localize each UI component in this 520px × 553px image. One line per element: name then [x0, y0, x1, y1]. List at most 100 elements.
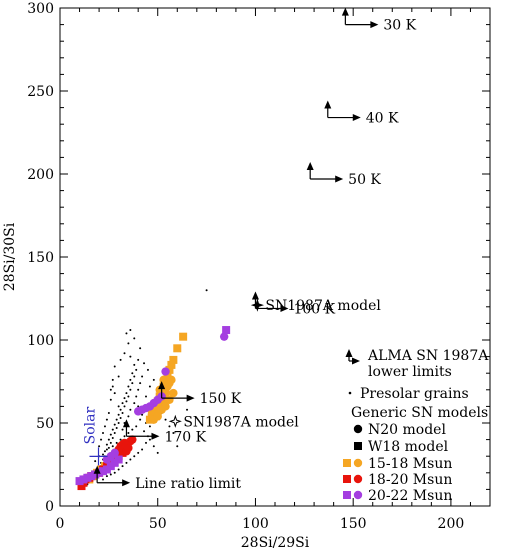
presolar-grain-point: [109, 441, 112, 444]
presolar-grain-point: [105, 418, 108, 421]
limit-label: 40 K: [366, 111, 399, 127]
presolar-grain-point: [119, 358, 122, 361]
legend-n20-swatch: [353, 490, 363, 500]
presolar-grain-point: [146, 368, 149, 371]
presolar-grain-point: [119, 438, 122, 441]
presolar-grain-point: [148, 385, 151, 388]
legend-generic-label: Generic SN models: [351, 405, 488, 421]
w18-model-point: [165, 365, 174, 374]
sn1987a-model-marker: [168, 414, 182, 428]
presolar-grain-point: [172, 431, 175, 434]
presolar-grain-point: [111, 445, 114, 448]
presolar-grain-point: [125, 400, 128, 403]
limit-label: 150 K: [200, 391, 242, 407]
legend-n20-label: N20 model: [368, 422, 446, 438]
presolar-grain-point: [98, 445, 101, 448]
presolar-grain-point: [111, 378, 114, 381]
arrow-head: [352, 114, 361, 122]
y-axis-label: 28Si/30Si: [2, 222, 18, 291]
x-tick-label: 200: [438, 516, 465, 532]
x-tick-label: 100: [242, 516, 269, 532]
x-tick-label: 150: [340, 516, 367, 532]
presolar-grain-point: [117, 468, 120, 471]
legend-w18-swatch: [343, 475, 351, 483]
arrow-head: [280, 304, 289, 312]
presolar-grain-point: [137, 405, 140, 408]
presolar-grain-point: [143, 362, 146, 365]
n20-model-point: [161, 367, 170, 376]
n20-model-point: [153, 412, 162, 421]
presolar-grain-point: [123, 397, 126, 400]
presolar-grain-point: [115, 441, 118, 444]
legend-w18-swatch: [343, 491, 351, 499]
limit-label: Line ratio limit: [135, 476, 241, 492]
w18-model-point: [222, 326, 231, 335]
presolar-grain-point: [129, 388, 132, 391]
presolar-grain-point: [205, 289, 208, 292]
presolar-grain-point: [113, 365, 116, 368]
presolar-grain-point: [105, 475, 108, 478]
presolar-grain-point: [133, 455, 136, 458]
n20-model-point: [219, 332, 229, 341]
legend-alma-label-2: lower limits: [368, 364, 452, 380]
presolar-grain-point: [152, 378, 155, 381]
legend-series-label: 18-20 Msun: [368, 472, 452, 488]
n20-model-point: [124, 443, 133, 453]
presolar-grain-point: [137, 388, 140, 391]
presolar-grain-point: [105, 448, 108, 451]
presolar-grain-point: [113, 392, 116, 395]
legend-presolar-marker: [348, 391, 352, 395]
presolar-grain-point: [103, 425, 106, 428]
annotations: SN1987A model SN1987A model Solar: [83, 298, 381, 466]
legend-n20-swatch: [353, 474, 363, 484]
sn1987a-model-label: SN1987A model: [183, 414, 299, 430]
arrow-head: [341, 7, 349, 16]
n20-model-point: [110, 448, 119, 458]
presolar-grain-point: [152, 445, 155, 448]
presolar-grain-point: [117, 375, 120, 378]
arrow-head: [122, 479, 131, 487]
presolar-grain-point: [105, 443, 108, 446]
presolar-grain-point: [123, 352, 126, 355]
presolar-grain-point: [145, 441, 147, 444]
limit-label: 50 K: [348, 172, 381, 188]
presolar-grain-point: [135, 425, 138, 428]
w18-model-point: [167, 360, 176, 369]
lower-limit-arrows: 30 K 40 K 50 K 100 K 150 K 170 K Line ratio li…: [93, 7, 417, 492]
presolar-grain-point: [133, 363, 136, 366]
presolar-grain-point: [107, 446, 110, 449]
legend-presolar-label: Presolar grains: [360, 386, 469, 402]
y-tick-label: 0: [45, 499, 54, 515]
presolar-grain-point: [137, 358, 140, 361]
arrow-head: [186, 394, 195, 402]
presolar-grain-point: [113, 423, 116, 426]
axis-ticks: 0 50 100 150 200 0 50 100 150 200 250 300: [27, 1, 490, 532]
arrow-head: [158, 381, 166, 390]
presolar-grain-point: [109, 473, 112, 476]
w18-model-point: [114, 455, 123, 464]
presolar-grain-point: [127, 415, 130, 418]
presolar-grain-point: [129, 329, 132, 332]
w18-model-point: [173, 344, 182, 353]
presolar-grain-point: [135, 368, 138, 371]
presolar-grain-point: [123, 435, 126, 438]
presolar-grain-point: [121, 412, 124, 415]
arrow-head: [93, 465, 101, 474]
arrow-head: [251, 291, 259, 300]
legend-w18-label: W18 model: [368, 439, 449, 455]
x-tick-label: 50: [149, 516, 167, 532]
presolar-grain-point: [164, 418, 167, 421]
presolar-grain-point: [113, 471, 116, 474]
presolar-grain-point: [102, 431, 104, 434]
presolar-grain-point: [127, 431, 130, 434]
presolar-grain-point: [131, 382, 134, 385]
legend-w18-swatch: [343, 459, 351, 467]
presolar-grain-point: [133, 337, 136, 340]
sn1987a-model-label: SN1987A model: [265, 298, 381, 314]
arrow-head: [370, 21, 379, 29]
presolar-grain-point: [145, 395, 147, 398]
legend-w18-marker: [354, 442, 362, 450]
x-axis-label: 28Si/29Si: [241, 535, 310, 551]
presolar-grain-point: [109, 433, 112, 436]
w18-model-point: [169, 355, 178, 364]
